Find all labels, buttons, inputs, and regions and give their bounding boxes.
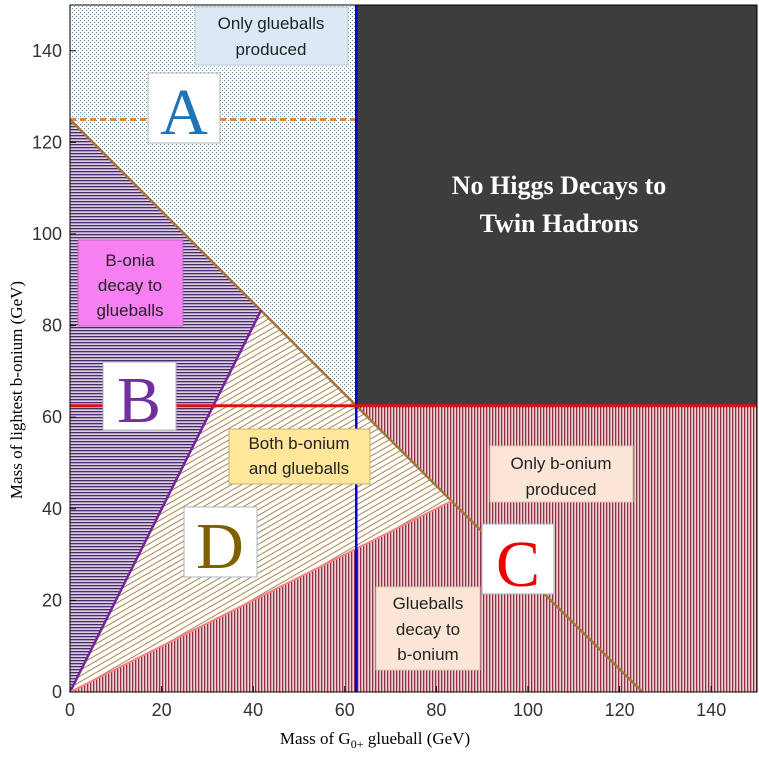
region-a-fill bbox=[70, 5, 357, 406]
x-axis-label: Mass of G0+ glueball (GeV) bbox=[280, 729, 470, 751]
region-a-label: A bbox=[160, 76, 208, 149]
y-tick-label: 40 bbox=[42, 499, 62, 519]
region-c-label: C bbox=[496, 528, 540, 601]
region-d-label: D bbox=[196, 510, 244, 583]
no-higgs-line1: No Higgs Decays to bbox=[452, 171, 666, 200]
glueballs-decay-line3: b-onium bbox=[397, 645, 458, 664]
x-tick-label: 140 bbox=[696, 700, 726, 720]
region-c-label-box: C bbox=[481, 523, 555, 601]
x-tick-label: 60 bbox=[335, 700, 355, 720]
y-axis-label: Mass of lightest b-onium (GeV) bbox=[7, 281, 26, 499]
region-a-label-box: A bbox=[147, 72, 221, 149]
only-glueballs-line2: produced bbox=[236, 40, 307, 59]
y-tick-label: 140 bbox=[32, 41, 62, 61]
y-tick-label: 0 bbox=[52, 682, 62, 702]
glueballs-decay-annotation: Glueballs decay to b-onium bbox=[375, 586, 481, 671]
x-tick-label: 40 bbox=[243, 700, 263, 720]
no-higgs-line2: Twin Hadrons bbox=[480, 209, 639, 238]
only-glueballs-annotation: Only glueballs produced bbox=[194, 6, 349, 66]
region-b-label: B bbox=[117, 364, 161, 437]
x-tick-label: 100 bbox=[513, 700, 543, 720]
x-tick-label: 120 bbox=[605, 700, 635, 720]
bonia-decay-line2: decay to bbox=[98, 276, 162, 295]
region-b-label-box: B bbox=[102, 361, 177, 437]
no-higgs-annotation: No Higgs Decays to Twin Hadrons bbox=[452, 171, 666, 238]
y-tick-label: 100 bbox=[32, 224, 62, 244]
y-tick-label: 120 bbox=[32, 132, 62, 152]
y-tick-label: 20 bbox=[42, 590, 62, 610]
only-bonium-annotation: Only b-onium produced bbox=[489, 445, 634, 503]
x-axis-ticks: 0 20 40 60 80 100 120 140 bbox=[65, 686, 726, 720]
bonia-decay-line1: B-onia bbox=[105, 251, 155, 270]
both-line2: and glueballs bbox=[249, 459, 349, 478]
bonia-to-glueballs-line bbox=[68, 309, 263, 693]
only-bonium-line2: produced bbox=[526, 480, 597, 499]
x-tick-label: 0 bbox=[65, 700, 75, 720]
x-tick-label: 20 bbox=[152, 700, 172, 720]
glueballs-decay-line2: decay to bbox=[396, 620, 460, 639]
y-tick-label: 60 bbox=[42, 407, 62, 427]
region-d-label-box: D bbox=[183, 506, 258, 583]
axes-frame bbox=[69, 4, 758, 693]
both-annotation: Both b-onium and glueballs bbox=[228, 428, 371, 485]
y-axis-ticks: 0 20 40 60 80 100 120 140 bbox=[32, 41, 76, 702]
glueballs-decay-line1: Glueballs bbox=[393, 594, 464, 613]
bonia-decay-annotation: B-onia decay to glueballs bbox=[77, 239, 184, 327]
only-bonium-line1: Only b-onium bbox=[510, 454, 611, 473]
y-tick-label: 80 bbox=[42, 316, 62, 336]
x-tick-label: 80 bbox=[426, 700, 446, 720]
glueballs-to-bonium-line bbox=[69, 500, 452, 693]
bonia-decay-line3: glueballs bbox=[96, 301, 163, 320]
only-glueballs-line1: Only glueballs bbox=[218, 14, 325, 33]
no-decay-region-fill bbox=[356, 5, 757, 406]
both-line1: Both b-onium bbox=[248, 434, 349, 453]
